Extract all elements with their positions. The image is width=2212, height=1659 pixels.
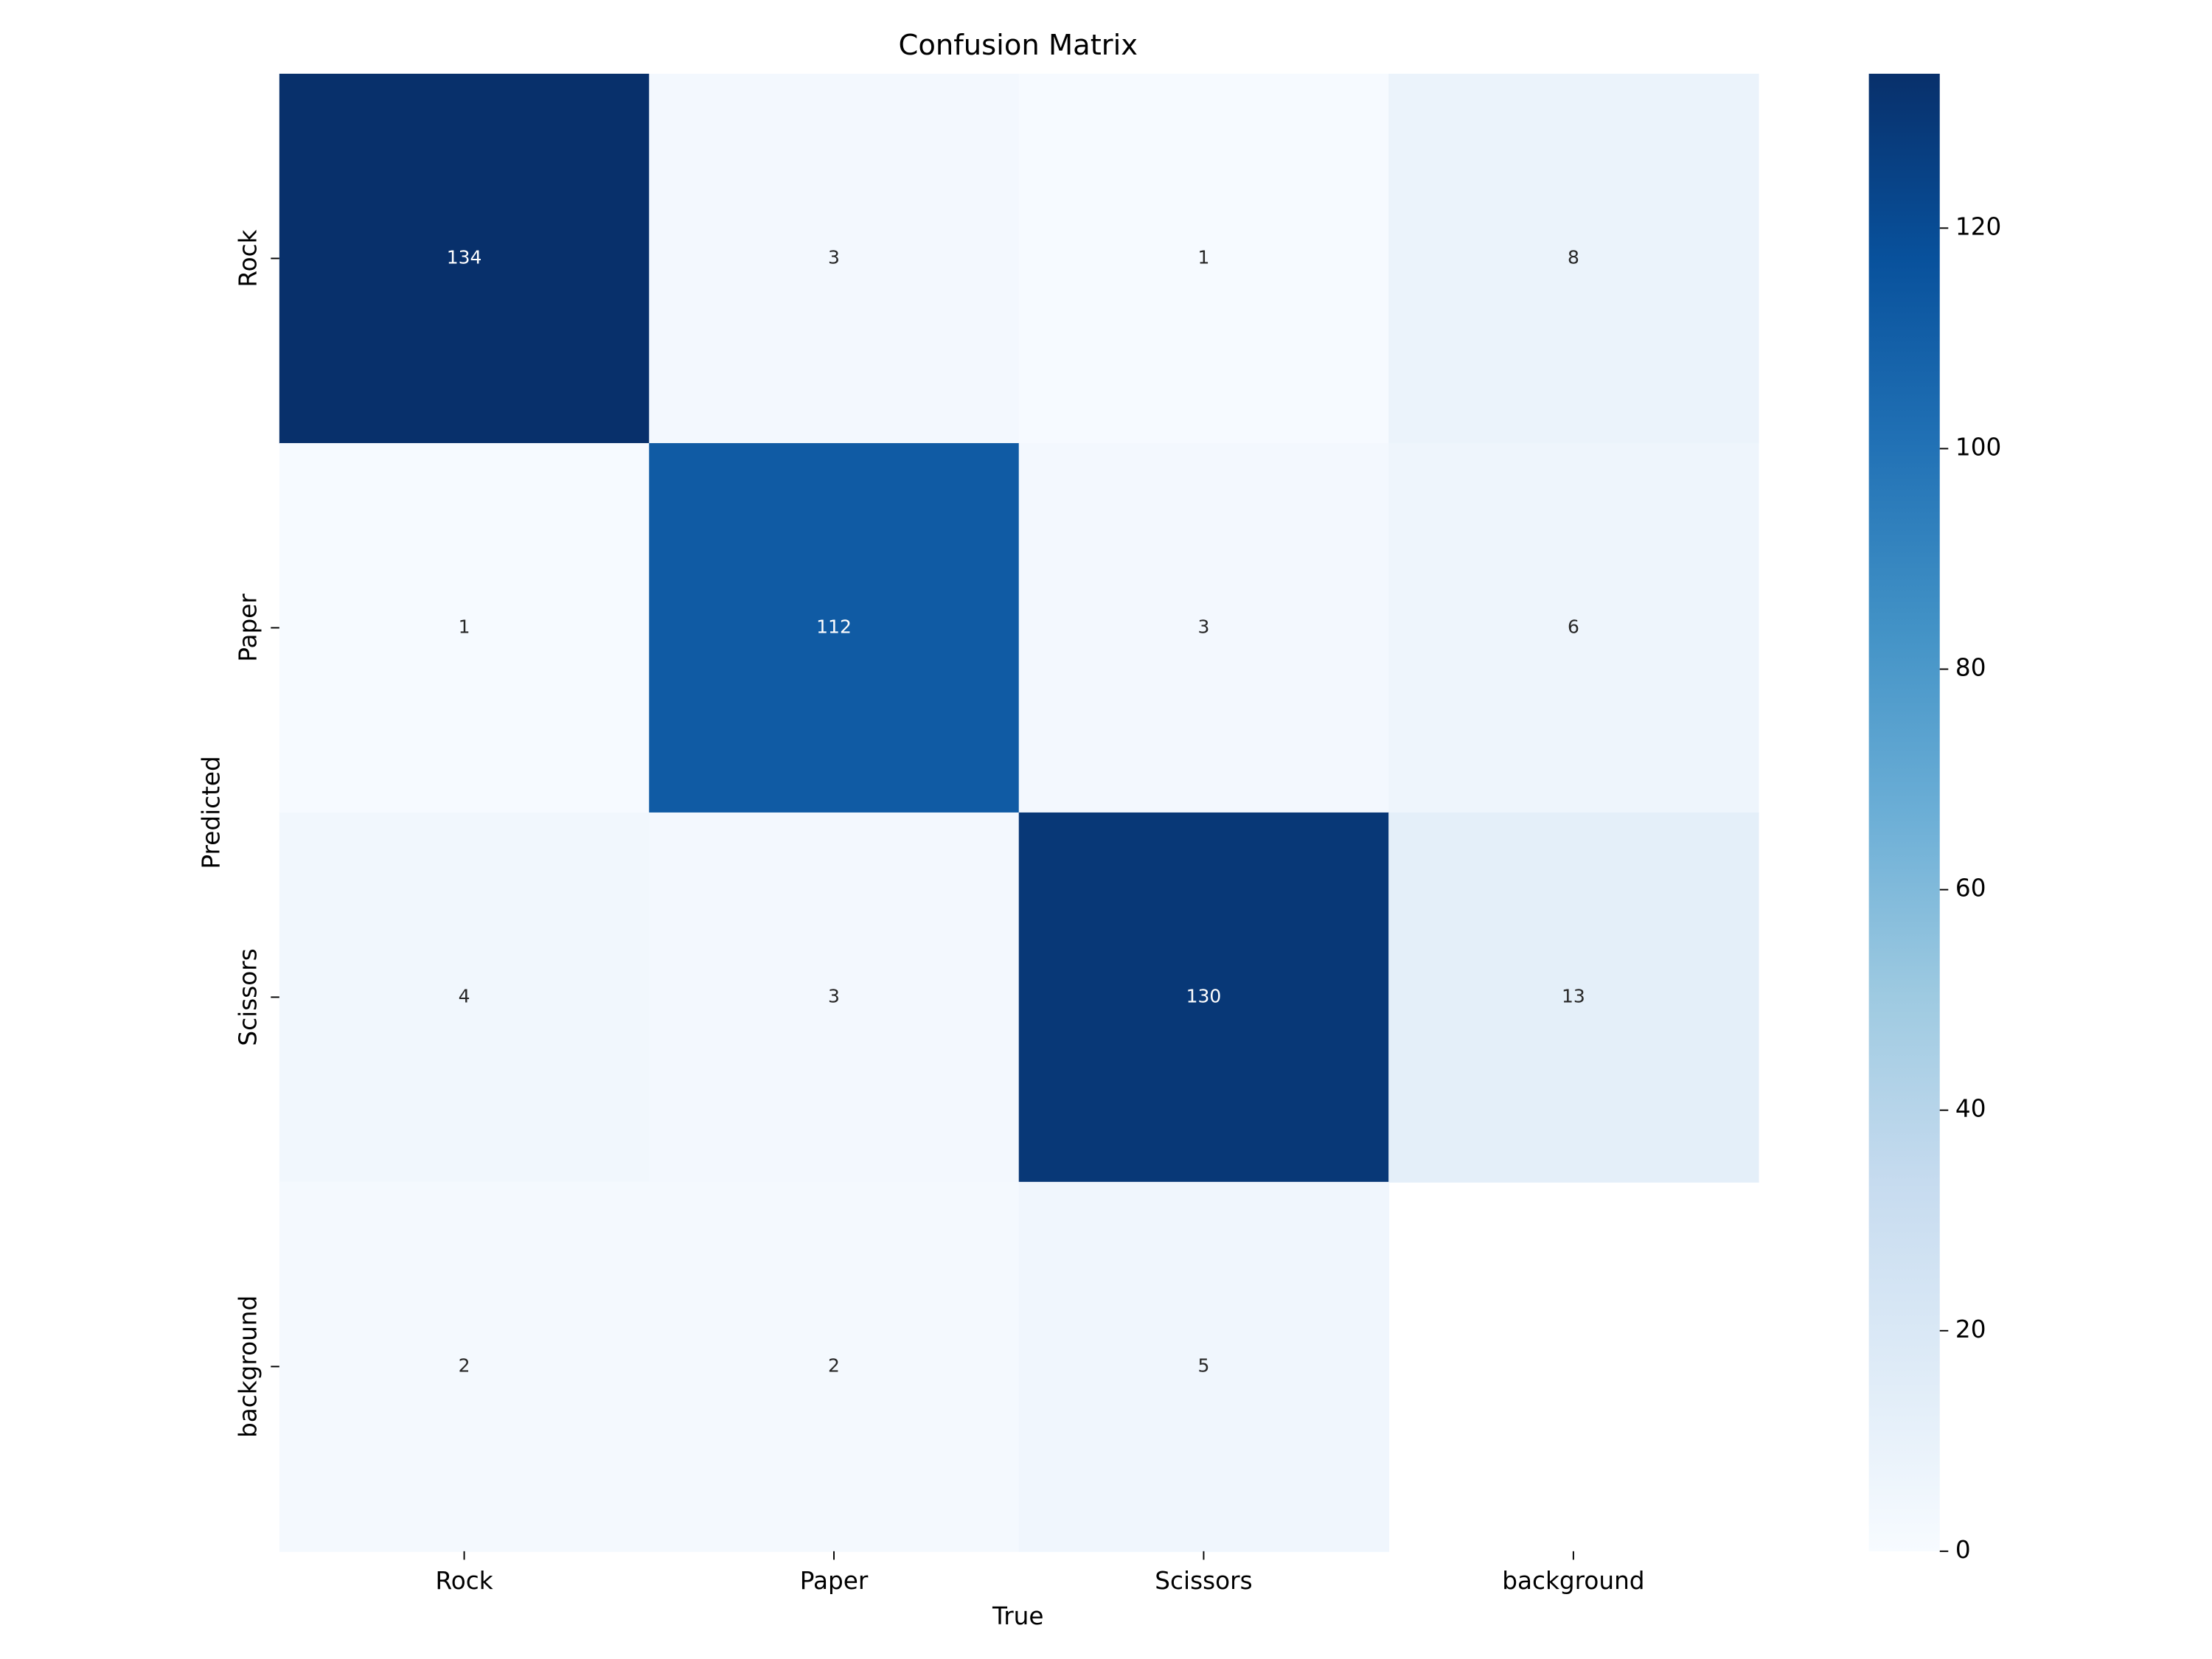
- cell-label: 1: [459, 616, 470, 637]
- cell: [649, 74, 1020, 444]
- colorbar: [1868, 74, 1940, 1551]
- cell-label: 112: [816, 616, 852, 637]
- cell: [279, 812, 650, 1183]
- x-tick-label: Paper: [800, 1567, 869, 1595]
- colorbar-tick-label: 100: [1955, 433, 2001, 461]
- cell: [1018, 74, 1390, 444]
- colorbar-tick-label: 120: [1955, 212, 2001, 240]
- cell: [1388, 812, 1759, 1183]
- cell: [1018, 1181, 1390, 1552]
- y-tick-label: background: [234, 1295, 262, 1438]
- cell: [649, 812, 1020, 1183]
- colorbar-tick-label: 80: [1955, 654, 1986, 682]
- cell-label: 130: [1186, 985, 1222, 1006]
- y-axis-label: Predicted: [197, 756, 225, 869]
- cell-label: 3: [828, 246, 840, 268]
- cell-label: 2: [459, 1354, 470, 1376]
- cell: [649, 1181, 1020, 1552]
- cell: [279, 442, 650, 813]
- x-tick-label: background: [1502, 1567, 1644, 1595]
- x-tick-label: Rock: [435, 1567, 493, 1595]
- cell: [1018, 812, 1390, 1183]
- colorbar-tick-label: 20: [1955, 1315, 1986, 1343]
- cell: [649, 442, 1020, 813]
- cell-label: 134: [447, 246, 482, 268]
- x-tick-label: Scissors: [1155, 1567, 1252, 1595]
- cell-label: 1: [1197, 246, 1209, 268]
- cell: [1018, 442, 1390, 813]
- colorbar-tick-label: 40: [1955, 1095, 1986, 1123]
- cell: [1388, 442, 1759, 813]
- cell-label: 6: [1568, 616, 1579, 637]
- y-tick-label: Paper: [234, 594, 262, 662]
- chart-title: Confusion Matrix: [898, 29, 1138, 62]
- cell: [279, 1181, 650, 1552]
- cell-label: 5: [1197, 1354, 1209, 1376]
- cell-label: 13: [1562, 985, 1585, 1006]
- cell-label: 2: [828, 1354, 840, 1376]
- cell: [279, 74, 650, 444]
- y-tick-label: Scissors: [234, 948, 262, 1046]
- cell-label: 4: [459, 985, 470, 1006]
- colorbar-tick-label: 0: [1955, 1536, 1971, 1564]
- x-axis-label: True: [992, 1602, 1043, 1630]
- cell-label: 3: [828, 985, 840, 1006]
- colorbar-tick-label: 60: [1955, 874, 1986, 902]
- y-tick-label: Rock: [234, 229, 262, 287]
- cell: [1388, 74, 1759, 444]
- cell-label: 3: [1197, 616, 1209, 637]
- cell-label: 8: [1568, 246, 1579, 268]
